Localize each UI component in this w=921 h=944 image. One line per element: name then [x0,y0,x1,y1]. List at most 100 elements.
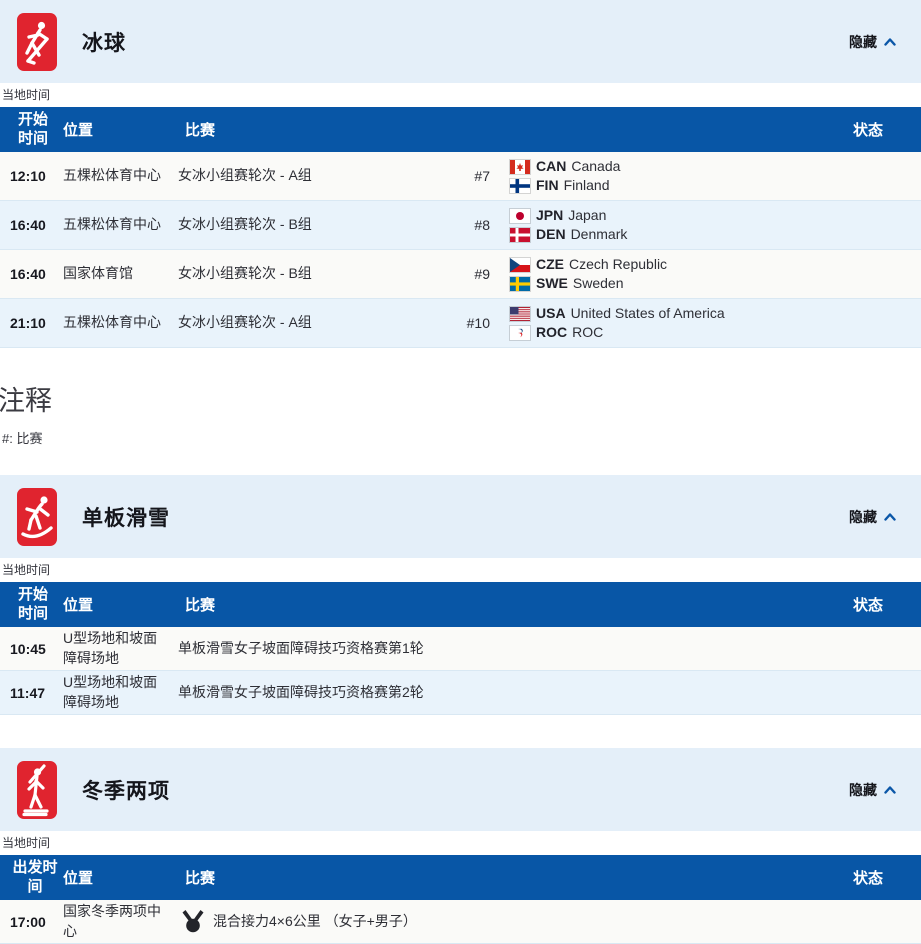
team-row: ROC ROC [510,323,921,342]
column-header-status: 状态 [852,122,883,139]
table-header-row: 开始时间 位置 比赛 状态 [0,582,921,628]
medal-icon [182,910,204,933]
snowboard-pictogram-icon [17,487,57,546]
team-name: Finland [563,177,610,193]
column-header-start-time: 开始时间 [17,585,48,622]
match-number: #8 [474,217,490,233]
teams-cell: JPN Japan DEN Denmark [490,201,921,249]
section-header: 冰球 隐藏 [0,0,921,83]
venue: 国家体育馆 [63,265,133,282]
notes-block: 注释 #: 比赛 [0,386,921,447]
start-time: 10:45 [10,640,46,657]
ice-hockey-pictogram-icon [17,12,57,71]
schedule-table: 开始时间 位置 比赛 状态 12:10 五棵松体育中心 女冰小组赛轮次 - A组… [0,107,921,348]
match-number: #10 [466,315,490,331]
column-header-status: 状态 [852,870,883,888]
team-name: Czech Republic [569,256,668,272]
table-header-row: 出发时间 位置 比赛 状态 [0,855,921,901]
start-time: 17:00 [10,913,46,930]
table-row: 17:00 国家冬季两项中心 混合接力4×6公里 （女子+男子） [0,900,921,944]
event-name: 混合接力4×6公里 （女子+男子） [213,912,417,929]
canada-flag-icon [510,159,530,174]
event-name: 女冰小组赛轮次 - B组 [178,216,312,233]
table-header-row: 开始时间 位置 比赛 状态 [0,107,921,152]
team-code: ROC [536,324,568,340]
hide-label: 隐藏 [849,781,877,798]
event-name: 单板滑雪女子坡面障碍技巧资格赛第2轮 [178,683,424,700]
hide-label: 隐藏 [849,33,877,50]
team-code: DEN [536,226,566,242]
table-row: 12:10 五棵松体育中心 女冰小组赛轮次 - A组 #7 CAN Canada… [0,152,921,201]
usa-flag-icon [510,306,530,321]
sweden-flag-icon [510,276,530,291]
notes-item: #: 比赛 [2,431,43,447]
team-name: Sweden [572,275,624,291]
event-name: 单板滑雪女子坡面障碍技巧资格赛第1轮 [178,639,424,656]
table-row: 16:40 五棵松体育中心 女冰小组赛轮次 - B组 #8 JPN Japan … [0,201,921,250]
hide-label: 隐藏 [849,508,877,525]
venue: 五棵松体育中心 [63,216,161,233]
team-row: FIN Finland [510,176,921,195]
venue: U型场地和坡面障碍场地 [63,673,158,710]
team-row: DEN Denmark [510,225,921,244]
teams-cell: CAN Canada FIN Finland [490,152,921,200]
local-time-label: 当地时间 [2,88,51,102]
japan-flag-icon [510,208,530,223]
chevron-up-icon [884,785,896,794]
start-time: 11:47 [10,684,46,701]
team-row: CZE Czech Republic [510,255,921,274]
biathlon-pictogram-icon [17,760,57,819]
chevron-up-icon [884,512,896,521]
czech-republic-flag-icon [510,257,530,272]
hide-button[interactable]: 隐藏 [849,507,896,527]
schedule-table: 开始时间 位置 比赛 状态 10:45 U型场地和坡面障碍场地 单板滑雪女子坡面… [0,582,921,716]
start-time: 16:40 [10,217,46,233]
column-header-venue: 位置 [63,597,94,615]
roc-flag-icon [510,325,530,340]
team-name: Japan [568,207,607,223]
team-name: Denmark [570,226,628,242]
column-header-start-time: 开始时间 [17,110,48,147]
team-code: CZE [536,256,564,272]
team-code: JPN [536,207,564,223]
start-time: 16:40 [10,266,46,282]
column-header-venue: 位置 [63,122,94,139]
section-title: 冬季两项 [82,779,170,803]
team-code: FIN [536,177,559,193]
table-row: 11:47 U型场地和坡面障碍场地 单板滑雪女子坡面障碍技巧资格赛第2轮 [0,671,921,716]
notes-title: 注释 [0,386,52,416]
team-name: ROC [572,324,604,340]
section-header: 单板滑雪 隐藏 [0,475,921,559]
teams-cell: CZE Czech Republic SWE Sweden [490,250,921,298]
venue: 五棵松体育中心 [63,167,161,184]
venue: U型场地和坡面障碍场地 [63,629,158,666]
match-number: #7 [474,168,490,184]
team-row: SWE Sweden [510,274,921,293]
column-header-event: 比赛 [185,597,216,615]
section-ice-hockey: 冰球 隐藏 当地时间 开始时间 位置 比赛 状态 12:10 五棵松体育中心 女… [0,0,921,348]
section-snowboard: 单板滑雪 隐藏 当地时间 开始时间 位置 比赛 状态 10:45 U型场地和坡面… [0,475,921,716]
local-time-label: 当地时间 [2,563,51,578]
start-time: 21:10 [10,315,46,331]
section-spacer [0,715,921,748]
team-row: CAN Canada [510,157,921,176]
column-header-event: 比赛 [185,122,216,139]
match-number: #9 [474,266,490,282]
team-code: USA [536,305,566,321]
team-row: JPN Japan [510,206,921,225]
hide-button[interactable]: 隐藏 [849,32,896,52]
column-header-status: 状态 [852,597,883,615]
table-row: 21:10 五棵松体育中心 女冰小组赛轮次 - A组 #10 USA Unite… [0,299,921,348]
column-header-event: 比赛 [185,870,216,888]
team-name: United States of America [570,305,725,321]
hide-button[interactable]: 隐藏 [849,780,896,800]
table-row: 10:45 U型场地和坡面障碍场地 单板滑雪女子坡面障碍技巧资格赛第1轮 [0,627,921,672]
section-title: 冰球 [82,31,126,55]
start-time: 12:10 [10,168,46,184]
local-time-label: 当地时间 [2,836,51,851]
venue: 国家冬季两项中心 [63,902,161,939]
section-title: 单板滑雪 [82,506,170,530]
event-name: 女冰小组赛轮次 - A组 [178,167,312,184]
team-row: USA United States of America [510,304,921,323]
column-header-venue: 位置 [63,870,94,888]
